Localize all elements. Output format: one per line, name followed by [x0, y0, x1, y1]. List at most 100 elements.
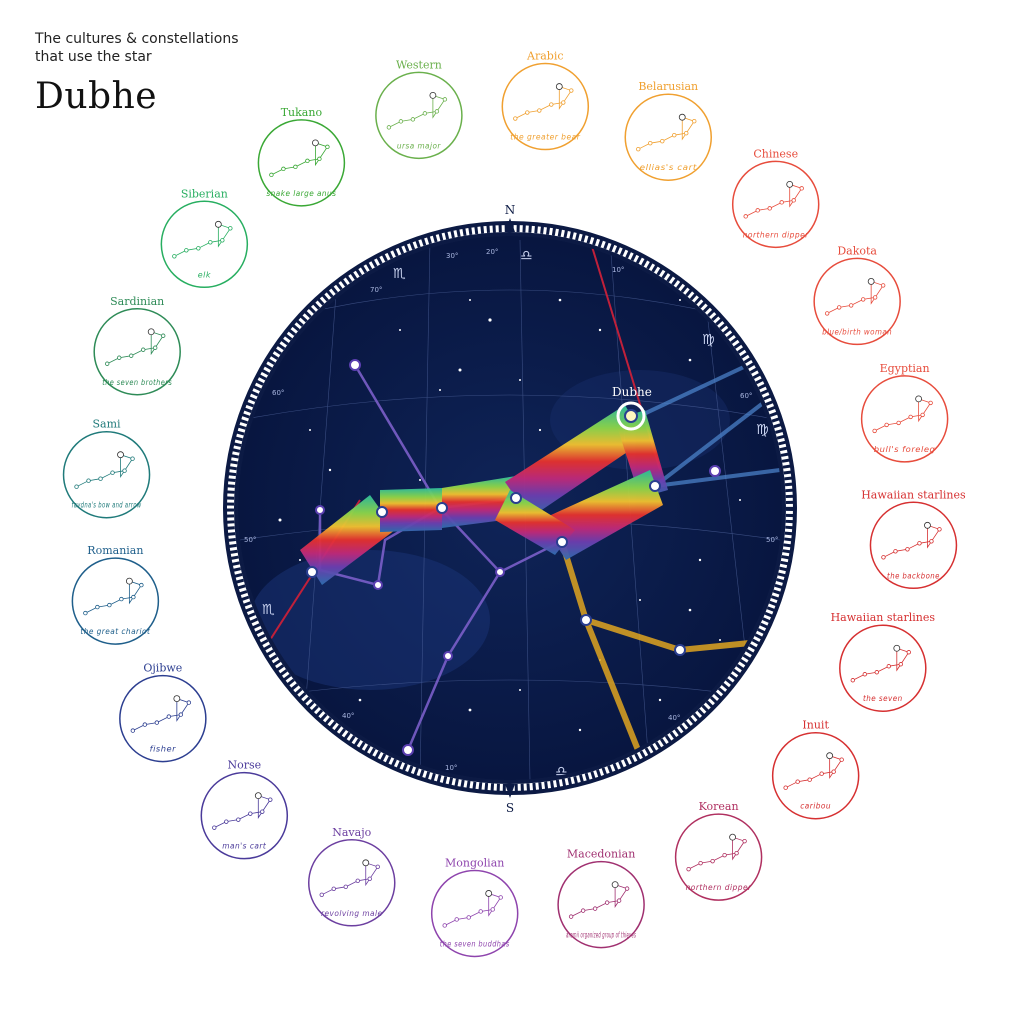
figure-star	[561, 100, 566, 105]
figure-star	[905, 547, 910, 552]
dec-label-6: 40°	[668, 714, 680, 722]
dec-label-1: 60°	[272, 389, 284, 397]
dubhe-marker	[312, 139, 319, 147]
constellation-meaning: the seven	[863, 694, 903, 703]
figure-star	[917, 541, 922, 546]
figure-star	[208, 240, 213, 245]
medallion-circle	[771, 731, 860, 820]
constellation-meaning: northern dipper	[686, 883, 752, 892]
dubhe-marker	[117, 451, 124, 459]
culture-name: Hawaiian starlines	[861, 488, 966, 501]
figure-star	[178, 712, 184, 717]
figure-star	[592, 906, 598, 911]
culture-name: Arabic	[526, 50, 563, 63]
figure-star	[908, 414, 913, 420]
figure-star	[224, 819, 229, 824]
figure-star	[604, 900, 610, 905]
page-title: Dubhe	[35, 76, 158, 117]
culture-name: Ojibwe	[143, 662, 182, 675]
dubhe-marker	[826, 752, 834, 760]
figure-star	[325, 144, 330, 150]
figure-star	[131, 594, 136, 600]
constellation-meaning: ursa major	[397, 141, 441, 150]
culture-name: Tukano	[281, 106, 323, 119]
culture-name: Dakota	[837, 244, 877, 257]
dubhe-marker	[147, 328, 155, 336]
figure-star	[442, 923, 447, 928]
figure-star	[74, 484, 79, 489]
dec-label-0: 70°	[370, 286, 382, 294]
culture-name: Mongolian	[445, 856, 504, 869]
header: The cultures & constellations that use t…	[35, 30, 255, 117]
medallion-circle	[557, 860, 645, 949]
figure-star	[196, 246, 201, 251]
dubhe-marker	[611, 881, 619, 889]
figure-star	[398, 119, 404, 124]
dubhe-marker	[729, 833, 736, 841]
figure-star	[442, 97, 448, 102]
figure-star	[184, 248, 189, 253]
figure-star	[410, 117, 416, 122]
figure-star	[130, 728, 136, 733]
figure-star	[779, 200, 784, 205]
south-label: S	[506, 801, 514, 815]
constellation-meaning: favdna's bow and arrow	[72, 501, 142, 510]
medallion-circle	[813, 257, 901, 346]
figure-star	[525, 110, 530, 115]
constellation-meaning: the backbone	[887, 571, 940, 580]
culture-name: Egyptian	[880, 362, 930, 375]
constellation-meaning: fisher	[150, 745, 177, 754]
figure-star	[220, 238, 225, 243]
figure-star	[742, 838, 747, 844]
figure-star	[122, 468, 127, 473]
figure-star	[260, 809, 265, 814]
culture-name: Romanian	[87, 544, 143, 557]
figure-star	[140, 347, 146, 352]
figure-star	[293, 164, 298, 170]
figure-star	[490, 907, 495, 912]
medallion-circle	[430, 869, 519, 958]
figure-star	[698, 860, 703, 866]
ra-label-3: 10°	[445, 764, 457, 772]
constellation-meaning: the seven brothers	[102, 378, 172, 387]
culture-name: Sami	[93, 418, 122, 431]
figure-star	[319, 892, 324, 898]
figure-star	[783, 785, 788, 790]
figure-star	[86, 478, 91, 483]
dubhe-marker	[915, 395, 923, 403]
figure-star	[281, 166, 286, 172]
culture-name: Sardinian	[110, 295, 164, 308]
culture-medallion-egyptian: Egyptian bull's foreleg	[860, 362, 949, 463]
constellation-meaning: blue/birth woman	[822, 327, 892, 336]
figure-star	[160, 333, 166, 338]
dubhe-marker	[867, 278, 875, 285]
constellation-meaning: snake large anus	[266, 189, 336, 198]
subtitle: The cultures & constellations that use t…	[35, 31, 239, 65]
culture-medallion-navajo: Navajo revolving male	[308, 826, 396, 927]
culture-medallion-chinese: Chinese northern dipper	[731, 147, 820, 249]
figure-star	[228, 226, 233, 231]
figure-star	[862, 672, 868, 677]
medallion-circle	[731, 160, 820, 249]
figure-star	[269, 172, 274, 178]
figure-star	[850, 678, 856, 683]
figure-star	[872, 428, 877, 434]
figure-star	[860, 297, 866, 302]
figure-star	[722, 852, 727, 858]
figure-star	[791, 198, 796, 203]
figure-star	[172, 254, 177, 259]
culture-medallion-norse: Norse man's cart	[200, 759, 289, 860]
constellation-meaning: caribou	[800, 802, 831, 811]
figure-star	[795, 779, 800, 784]
constellation-meaning: aramii organized group of thieves	[566, 931, 636, 940]
dec-label-3: 40°	[342, 712, 354, 720]
figure-star	[568, 914, 574, 919]
figure-star	[186, 700, 192, 705]
figure-star	[898, 662, 904, 667]
figure-star	[684, 130, 689, 136]
dubhe-marker	[254, 792, 262, 800]
figure-star	[236, 817, 241, 822]
dubhe-marker	[893, 644, 901, 652]
figure-star	[624, 886, 630, 891]
culture-name: Siberian	[181, 187, 228, 200]
